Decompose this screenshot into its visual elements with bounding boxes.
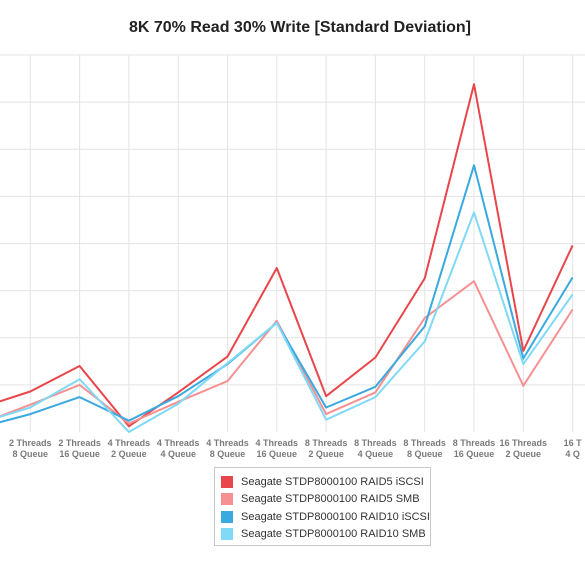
x-tick-label: 8 Threads	[354, 438, 397, 448]
legend-label: Seagate STDP8000100 RAID10 SMB	[241, 528, 426, 541]
series-line	[0, 211, 574, 433]
x-tick-label: 4 Threads	[206, 438, 249, 448]
x-tick-label: 2 Threads	[9, 438, 52, 448]
legend: Seagate STDP8000100 RAID5 iSCSI Seagate …	[214, 467, 431, 546]
legend-label: Seagate STDP8000100 RAID10 iSCSI	[241, 510, 430, 523]
legend-swatch	[221, 493, 233, 506]
x-tick-label: 16 Queue	[59, 449, 100, 459]
series-line	[0, 164, 574, 424]
legend-swatch	[221, 475, 233, 488]
x-tick-label: 4 Threads	[256, 438, 299, 448]
legend-item: Seagate STDP8000100 RAID10 iSCSI	[221, 508, 430, 526]
legend-swatch	[221, 528, 233, 541]
x-tick-label: 2 Threads	[58, 438, 101, 448]
x-tick-label: 8 Queue	[407, 449, 443, 459]
legend-swatch	[221, 510, 233, 523]
x-tick-label: 4 Threads	[108, 438, 151, 448]
legend-label: Seagate STDP8000100 RAID5 iSCSI	[241, 475, 424, 488]
legend-label: Seagate STDP8000100 RAID5 SMB	[241, 493, 420, 506]
legend-item: Seagate STDP8000100 RAID5 SMB	[221, 491, 430, 509]
x-tick-label: 8 Threads	[403, 438, 446, 448]
x-tick-label: 16 Queue	[454, 449, 495, 459]
x-tick-label: 4 Q	[565, 449, 580, 459]
x-tick-label: 4 Queue	[358, 449, 394, 459]
x-tick-label: 16 T	[564, 438, 583, 448]
x-tick-label: 8 Queue	[13, 449, 49, 459]
x-tick-label: 2 Queue	[111, 449, 147, 459]
series-line	[0, 83, 574, 428]
legend-item: Seagate STDP8000100 RAID10 SMB	[221, 526, 430, 544]
x-tick-label: 8 Threads	[305, 438, 348, 448]
x-tick-label: 8 Queue	[210, 449, 246, 459]
x-tick-label: 2 Queue	[506, 449, 542, 459]
x-tick-label: 4 Queue	[160, 449, 196, 459]
chart-title: 8K 70% Read 30% Write [Standard Deviatio…	[128, 19, 472, 36]
legend-item: Seagate STDP8000100 RAID5 iSCSI	[221, 473, 430, 491]
series-line	[0, 280, 574, 425]
x-tick-label: 4 Threads	[157, 438, 200, 448]
x-tick-label: 16 Threads	[500, 438, 548, 448]
x-tick-label: 8 Threads	[453, 438, 496, 448]
x-tick-label: 2 Queue	[308, 449, 344, 459]
x-tick-label: 16 Queue	[257, 449, 298, 459]
